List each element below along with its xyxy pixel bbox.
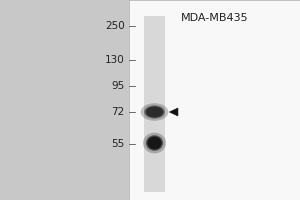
Text: 250: 250 [105, 21, 124, 31]
Text: 72: 72 [111, 107, 124, 117]
Text: 95: 95 [111, 81, 124, 91]
Text: 130: 130 [105, 55, 124, 65]
Bar [144, 16, 165, 192]
Ellipse shape [141, 103, 168, 121]
Ellipse shape [147, 137, 162, 150]
Text: MDA-MB435: MDA-MB435 [181, 13, 248, 23]
Bar [129, 0, 300, 200]
Ellipse shape [146, 135, 163, 151]
Text: 55: 55 [111, 139, 124, 149]
Ellipse shape [146, 106, 163, 117]
Polygon shape [169, 108, 178, 116]
Ellipse shape [144, 105, 165, 119]
Ellipse shape [143, 133, 166, 153]
